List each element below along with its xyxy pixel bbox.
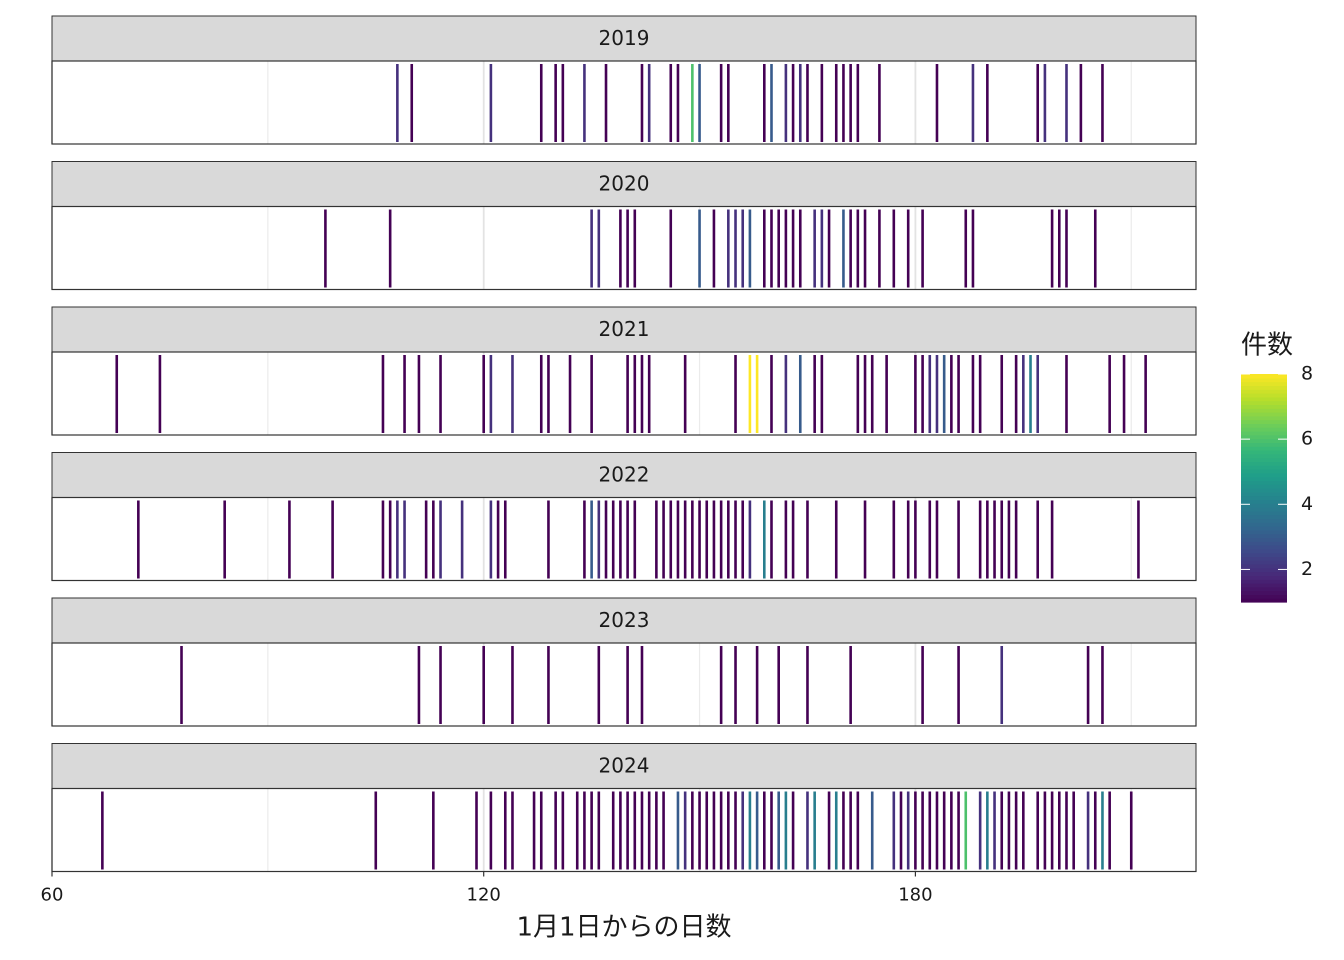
colorbar-segment <box>1241 465 1287 470</box>
strip <box>51 743 1197 789</box>
panel <box>52 61 1196 144</box>
colorbar-segment <box>1241 480 1287 485</box>
colorbar-segment <box>1241 526 1287 531</box>
panel-border <box>51 205 1197 291</box>
colorbar-segment <box>1241 484 1287 489</box>
colorbar-segment <box>1241 427 1287 432</box>
colorbar-segment <box>1241 545 1287 550</box>
strip-label: 2021 <box>599 317 650 341</box>
panel <box>52 497 1196 581</box>
colorbar-segment <box>1241 529 1287 535</box>
colorbar-tick-label: 6 <box>1301 428 1313 450</box>
x-tick-label: 120 <box>467 885 501 906</box>
colorbar-segment <box>1241 404 1287 409</box>
colorbar-tick-label: 4 <box>1301 493 1313 515</box>
strip <box>51 161 1197 207</box>
colorbar-segment <box>1241 579 1287 584</box>
colorbar-segment <box>1241 408 1287 413</box>
colorbar-segment <box>1241 552 1287 557</box>
legend-title: 件数 <box>1241 331 1293 361</box>
colorbar-segment <box>1241 461 1287 466</box>
colorbar-segment <box>1241 556 1287 561</box>
colorbar-segment <box>1241 446 1287 451</box>
colorbar-segment <box>1241 564 1287 569</box>
colorbar-segment <box>1241 453 1287 459</box>
colorbar-segment <box>1241 438 1287 443</box>
colorbar-segment <box>1241 541 1287 546</box>
colorbar-segment <box>1241 431 1287 436</box>
colorbar-segment <box>1241 522 1287 527</box>
strip-label: 2023 <box>599 608 650 632</box>
colorbar-segment <box>1241 548 1287 554</box>
colorbar-segment <box>1241 377 1287 383</box>
colorbar-segment <box>1241 598 1287 603</box>
colorbar-segment <box>1241 586 1287 592</box>
panel-border <box>51 60 1197 145</box>
colorbar-segment <box>1241 381 1287 386</box>
x-tick-label: 60 <box>41 885 64 906</box>
colorbar-segment <box>1241 567 1287 573</box>
colorbar-segment <box>1241 514 1287 519</box>
colorbar-segment <box>1241 507 1287 512</box>
panel <box>52 352 1196 435</box>
colorbar-segment <box>1241 533 1287 538</box>
colorbar-segment <box>1241 495 1287 500</box>
colorbar-segment <box>1241 393 1287 398</box>
colorbar-segment <box>1241 396 1287 402</box>
colorbar-segment <box>1241 518 1287 523</box>
colorbar-segment <box>1241 476 1287 481</box>
colorbar-segment <box>1241 583 1287 588</box>
colorbar-segment <box>1241 499 1287 504</box>
colorbar-tick-label: 2 <box>1301 558 1313 580</box>
panel <box>52 206 1196 290</box>
colorbar-segment <box>1241 450 1287 455</box>
colorbar-segment <box>1241 571 1287 576</box>
x-tick-label: 180 <box>898 885 932 906</box>
colorbar-segment <box>1241 412 1287 417</box>
colorbar-segment <box>1241 537 1287 542</box>
colorbar-segment <box>1241 400 1287 405</box>
colorbar-segment <box>1241 434 1287 440</box>
strip-label: 2022 <box>599 463 650 487</box>
colorbar-segment <box>1241 590 1287 595</box>
panel <box>52 643 1196 726</box>
colorbar-segment <box>1241 442 1287 447</box>
colorbar-segment <box>1241 510 1287 516</box>
panel-border <box>51 787 1197 873</box>
colorbar-segment <box>1241 415 1287 421</box>
colorbar-segment <box>1241 503 1287 508</box>
colorbar-segment <box>1241 419 1287 424</box>
colorbar-segment <box>1241 469 1287 474</box>
strip <box>51 306 1197 353</box>
panel-border <box>51 642 1197 727</box>
colorbar-segment <box>1241 389 1287 394</box>
colorbar-segment <box>1241 374 1287 379</box>
panel-border <box>51 351 1197 436</box>
colorbar-segment <box>1241 457 1287 462</box>
colorbar-segment <box>1241 594 1287 599</box>
colorbar-segment <box>1241 472 1287 478</box>
colorbar-segment <box>1241 560 1287 565</box>
colorbar-segment <box>1241 491 1287 497</box>
x-axis-label: 1月1日からの日数 <box>516 913 731 943</box>
strip <box>51 15 1197 62</box>
panel <box>52 788 1196 872</box>
colorbar-segment <box>1241 488 1287 493</box>
strip-label: 2024 <box>599 754 650 778</box>
strip <box>51 597 1197 644</box>
colorbar-segment <box>1241 423 1287 428</box>
strip-label: 2019 <box>599 26 650 50</box>
colorbar-tick-label: 8 <box>1301 363 1313 385</box>
panel-border <box>51 496 1197 582</box>
colorbar-segment <box>1241 575 1287 580</box>
strip-label: 2020 <box>599 172 650 196</box>
colorbar-segment <box>1241 385 1287 390</box>
